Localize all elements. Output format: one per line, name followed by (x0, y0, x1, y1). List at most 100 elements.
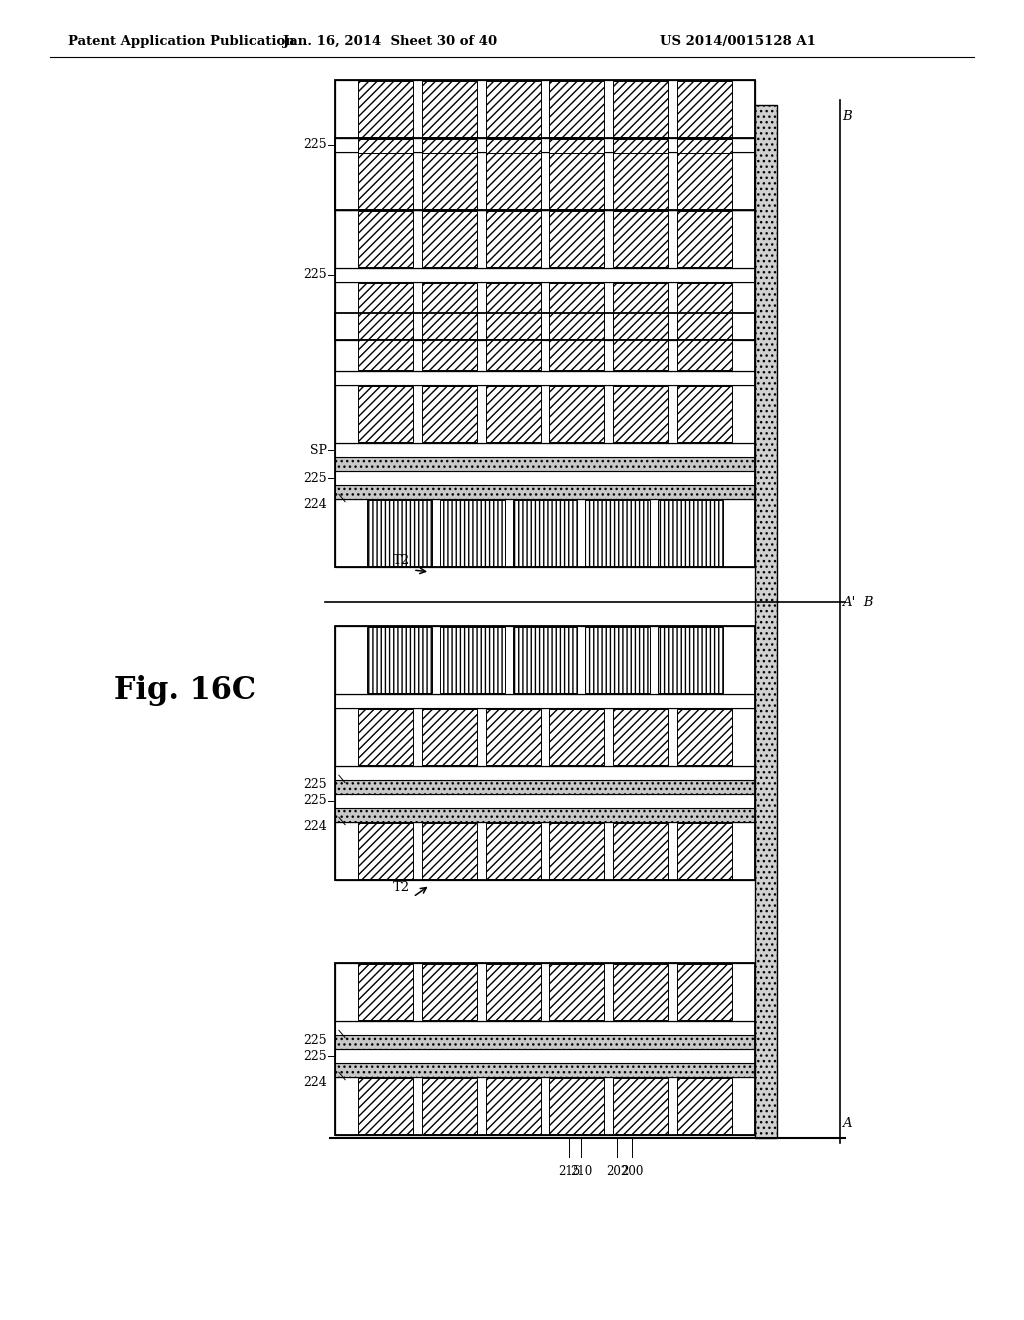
Bar (335, 626, 755, 694)
Bar (677, 211, 732, 267)
Bar (485, 211, 541, 267)
Bar (586, 500, 650, 566)
Bar (422, 709, 477, 766)
Bar (613, 153, 669, 209)
Bar (485, 385, 541, 442)
Bar (485, 314, 541, 370)
Bar (335, 766, 755, 780)
Bar (485, 964, 541, 1020)
Bar (335, 795, 755, 808)
Bar (658, 500, 723, 566)
Text: 225: 225 (303, 795, 327, 808)
Bar (358, 153, 413, 209)
Text: 200: 200 (621, 1166, 643, 1177)
Bar (677, 822, 732, 879)
Text: 225: 225 (303, 1049, 327, 1063)
Bar (368, 500, 432, 566)
Bar (549, 211, 604, 267)
Bar (549, 1078, 604, 1134)
Bar (422, 139, 477, 195)
Text: SP: SP (310, 444, 327, 457)
Text: 224: 224 (303, 1076, 327, 1089)
Bar (549, 385, 604, 442)
Text: US 2014/0015128 A1: US 2014/0015128 A1 (660, 36, 816, 49)
Bar (358, 1078, 413, 1134)
Bar (335, 385, 755, 444)
Bar (335, 964, 755, 1020)
Bar (335, 708, 755, 766)
Bar (358, 822, 413, 879)
Bar (549, 139, 604, 195)
Bar (485, 822, 541, 879)
Bar (335, 694, 755, 708)
Bar (549, 153, 604, 209)
Bar (549, 314, 604, 370)
Text: 225: 225 (303, 139, 327, 152)
Bar (335, 499, 755, 568)
Text: A'  B: A' B (842, 595, 873, 609)
Bar (613, 314, 669, 370)
Bar (422, 1078, 477, 1134)
Text: A: A (842, 1117, 852, 1130)
Bar (335, 282, 755, 341)
Bar (335, 1035, 755, 1049)
Bar (335, 780, 755, 795)
Bar (358, 385, 413, 442)
Text: 225: 225 (303, 268, 327, 281)
Bar (335, 484, 755, 499)
Bar (677, 709, 732, 766)
Bar (358, 964, 413, 1020)
Bar (440, 500, 505, 566)
Bar (513, 627, 578, 693)
Bar (549, 81, 604, 137)
Bar (358, 211, 413, 267)
Bar (677, 964, 732, 1020)
Text: 210: 210 (570, 1166, 592, 1177)
Bar (358, 314, 413, 370)
Bar (335, 268, 755, 282)
Bar (677, 385, 732, 442)
Bar (358, 282, 413, 339)
Text: 225: 225 (303, 1034, 327, 1047)
Bar (485, 709, 541, 766)
Bar (549, 709, 604, 766)
Bar (422, 314, 477, 370)
Bar (335, 371, 755, 385)
Bar (335, 457, 755, 471)
Bar (335, 81, 755, 139)
Bar (613, 282, 669, 339)
Bar (422, 385, 477, 442)
Bar (422, 964, 477, 1020)
Text: Fig. 16C: Fig. 16C (114, 675, 256, 705)
Bar (335, 139, 755, 152)
Bar (335, 1020, 755, 1035)
Bar (335, 822, 755, 880)
Bar (613, 139, 669, 195)
Bar (335, 152, 755, 210)
Bar (485, 1078, 541, 1134)
Bar (368, 627, 432, 693)
Bar (549, 822, 604, 879)
Bar (677, 139, 732, 195)
Bar (485, 139, 541, 195)
Bar (358, 81, 413, 137)
Text: T2: T2 (393, 554, 410, 568)
Bar (335, 964, 755, 1135)
Bar (677, 1078, 732, 1134)
Bar (358, 139, 413, 195)
Text: T2: T2 (393, 880, 410, 894)
Bar (335, 313, 755, 568)
Bar (422, 81, 477, 137)
Text: 224: 224 (303, 498, 327, 511)
Text: 202: 202 (606, 1166, 628, 1177)
Bar (335, 444, 755, 457)
Bar (549, 964, 604, 1020)
Text: 225: 225 (303, 471, 327, 484)
Bar (586, 627, 650, 693)
Bar (335, 195, 755, 210)
Bar (335, 471, 755, 484)
Bar (335, 808, 755, 822)
Bar (677, 153, 732, 209)
Bar (613, 211, 669, 267)
Text: B: B (842, 110, 852, 123)
